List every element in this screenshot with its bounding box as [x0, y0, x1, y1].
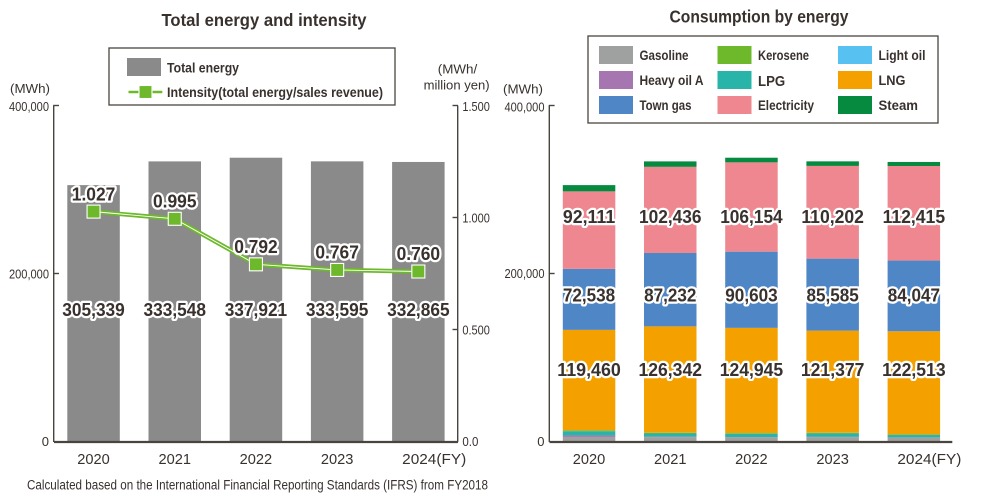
svg-text:121,377: 121,377 [801, 360, 865, 380]
svg-text:Intensity(total energy/sales r: Intensity(total energy/sales revenue) [167, 84, 383, 100]
svg-text:112,415: 112,415 [883, 207, 946, 227]
svg-text:2024(FY): 2024(FY) [402, 452, 466, 468]
svg-text:106,154: 106,154 [720, 207, 783, 227]
svg-text:84,047: 84,047 [888, 285, 940, 305]
svg-text:1.500: 1.500 [462, 99, 490, 114]
svg-text:LPG: LPG [758, 73, 785, 90]
svg-text:2022: 2022 [735, 452, 768, 468]
svg-text:337,921: 337,921 [225, 300, 288, 320]
svg-text:200,000: 200,000 [505, 266, 545, 281]
svg-text:2021: 2021 [654, 452, 687, 468]
svg-text:Heavy oil A: Heavy oil A [640, 72, 704, 88]
svg-text:122,513: 122,513 [882, 360, 946, 380]
svg-text:0.792: 0.792 [234, 237, 278, 257]
svg-text:Total energy and intensity: Total energy and intensity [162, 10, 367, 30]
svg-text:0.995: 0.995 [153, 191, 197, 211]
svg-text:0.767: 0.767 [315, 243, 359, 263]
svg-text:2020: 2020 [573, 452, 606, 468]
svg-text:400,000: 400,000 [9, 99, 49, 114]
svg-text:(MWh): (MWh) [503, 82, 543, 97]
svg-text:0: 0 [537, 434, 544, 449]
svg-text:0.0: 0.0 [462, 434, 478, 449]
svg-text:72,538: 72,538 [563, 285, 615, 305]
svg-text:1.027: 1.027 [72, 184, 116, 204]
svg-text:0.500: 0.500 [462, 322, 490, 337]
svg-text:124,945: 124,945 [720, 360, 784, 380]
svg-text:Consumption by energy: Consumption by energy [670, 7, 849, 27]
svg-text:2023: 2023 [816, 452, 849, 468]
svg-text:Electricity: Electricity [758, 97, 814, 113]
svg-text:333,595: 333,595 [306, 300, 369, 320]
svg-text:Town gas: Town gas [640, 97, 692, 113]
svg-text:90,603: 90,603 [725, 285, 777, 305]
svg-text:Steam: Steam [879, 97, 919, 113]
svg-text:400,000: 400,000 [505, 99, 545, 114]
svg-text:Calculated based on the Intern: Calculated based on the International Fi… [27, 477, 488, 492]
svg-text:92,111: 92,111 [563, 207, 615, 227]
svg-text:Gasoline: Gasoline [640, 47, 689, 63]
svg-text:110,202: 110,202 [801, 207, 864, 227]
svg-text:305,339: 305,339 [62, 300, 125, 320]
svg-text:2021: 2021 [159, 452, 192, 468]
svg-text:2020: 2020 [77, 452, 110, 468]
svg-text:1.000: 1.000 [462, 210, 490, 225]
svg-text:200,000: 200,000 [9, 266, 49, 281]
svg-text:126,342: 126,342 [639, 360, 703, 380]
svg-text:0: 0 [42, 434, 49, 449]
svg-text:2023: 2023 [321, 452, 354, 468]
svg-text:87,232: 87,232 [644, 285, 696, 305]
svg-text:2024(FY): 2024(FY) [897, 452, 961, 468]
svg-text:(MWh/: (MWh/ [438, 62, 478, 77]
svg-text:119,460: 119,460 [557, 360, 621, 380]
svg-text:million yen): million yen) [424, 77, 490, 92]
svg-text:85,585: 85,585 [807, 285, 859, 305]
svg-text:102,436: 102,436 [639, 207, 702, 227]
svg-text:LNG: LNG [879, 72, 906, 88]
svg-text:Total energy: Total energy [167, 59, 239, 75]
svg-text:Kerosene: Kerosene [758, 47, 809, 63]
svg-text:Light oil: Light oil [879, 47, 926, 63]
svg-text:333,548: 333,548 [144, 300, 207, 320]
svg-text:332,865: 332,865 [387, 300, 450, 320]
svg-text:2022: 2022 [240, 452, 273, 468]
svg-text:(MWh): (MWh) [10, 81, 50, 96]
svg-text:0.760: 0.760 [397, 244, 441, 264]
